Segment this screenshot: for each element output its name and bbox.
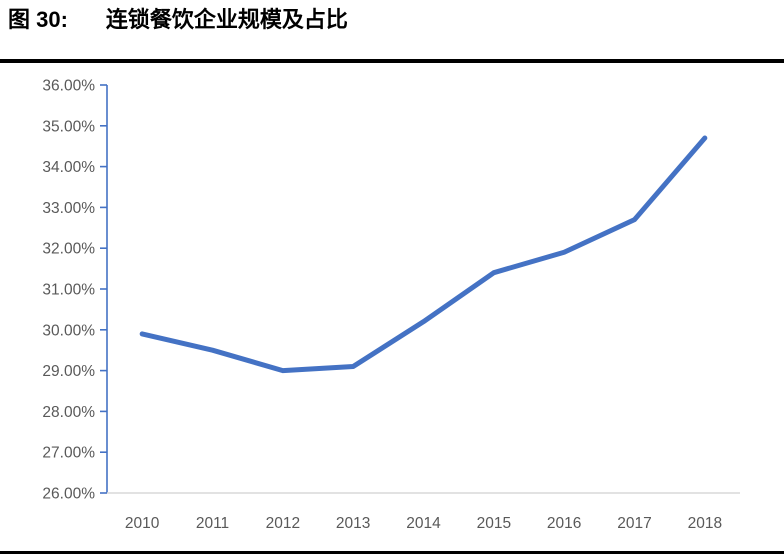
title-divider-rule (0, 59, 784, 63)
x-tick-label: 2017 (617, 515, 651, 532)
y-tick-label: 32.00% (42, 241, 95, 258)
x-tick-label: 2013 (336, 515, 370, 532)
x-tick-label: 2012 (266, 515, 300, 532)
x-tick-label: 2015 (477, 515, 511, 532)
y-tick-label: 35.00% (42, 118, 95, 135)
x-tick-label: 2016 (547, 515, 581, 532)
x-tick-label: 2018 (688, 515, 722, 532)
y-tick-label: 28.00% (42, 404, 95, 421)
x-tick-label: 2010 (125, 515, 160, 532)
y-tick-label: 26.00% (42, 486, 95, 503)
y-tick-label: 36.00% (42, 78, 95, 95)
x-tick-label: 2014 (406, 515, 441, 532)
x-tick-label: 2011 (196, 515, 229, 532)
y-tick-label: 29.00% (42, 363, 95, 380)
y-tick-label: 30.00% (42, 322, 95, 339)
figure-title: 连锁餐饮企业规模及占比 (105, 7, 348, 32)
figure-number-label: 图 30: (8, 7, 68, 32)
data-series-line (139, 135, 708, 374)
y-tick-label: 34.00% (42, 159, 95, 176)
y-tick-label: 31.00% (42, 282, 95, 299)
figure-header: 图 30: 连锁餐饮企业规模及占比 (8, 5, 348, 35)
footer-divider-rule (0, 551, 784, 554)
y-tick-label: 33.00% (42, 200, 95, 217)
y-tick-label: 27.00% (42, 445, 95, 462)
